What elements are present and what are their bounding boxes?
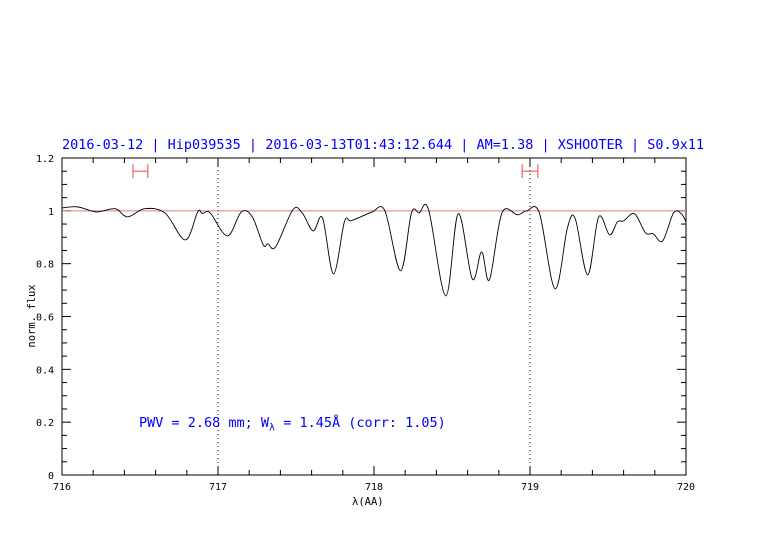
pwv-subscript: λ: [269, 422, 276, 434]
y-axis-label: norm. flux: [26, 284, 38, 348]
chart-title: 2016-03-12 | Hip039535 | 2016-03-13T01:4…: [62, 137, 705, 153]
y-tick-label: 0.2: [36, 418, 54, 429]
spectrum-line: [61, 203, 687, 297]
y-tick-label: 0: [48, 471, 54, 482]
y-tick-label: 1: [48, 207, 54, 218]
marks: [61, 158, 687, 475]
pwv-text: PWV = 2.68 mm; W: [139, 415, 270, 431]
x-tick-label: 719: [521, 482, 539, 493]
x-tick-label: 720: [677, 482, 695, 493]
y-tick-label: 0.6: [36, 313, 54, 324]
y-tick-label: 0.8: [36, 260, 54, 271]
x-tick-label: 717: [209, 482, 227, 493]
axes: 716 717 718 719 720 0 0.2 0.4 0.6 0.8 1 1.2: [36, 154, 695, 493]
pwv-value: = 1.45Å (corr: 1.05): [275, 415, 446, 431]
x-tick-label: 716: [53, 482, 71, 493]
error-bar: [132, 164, 149, 179]
pwv-annotation: PWV = 2.68 mm; Wλ = 1.45Å (corr: 1.05): [139, 415, 446, 434]
error-bar: [521, 164, 539, 179]
x-axis-label: λ(AA): [352, 496, 384, 508]
x-tick-label: 718: [365, 482, 383, 493]
y-tick-label: 0.4: [36, 365, 54, 376]
y-tick-label: 1.2: [36, 154, 54, 165]
